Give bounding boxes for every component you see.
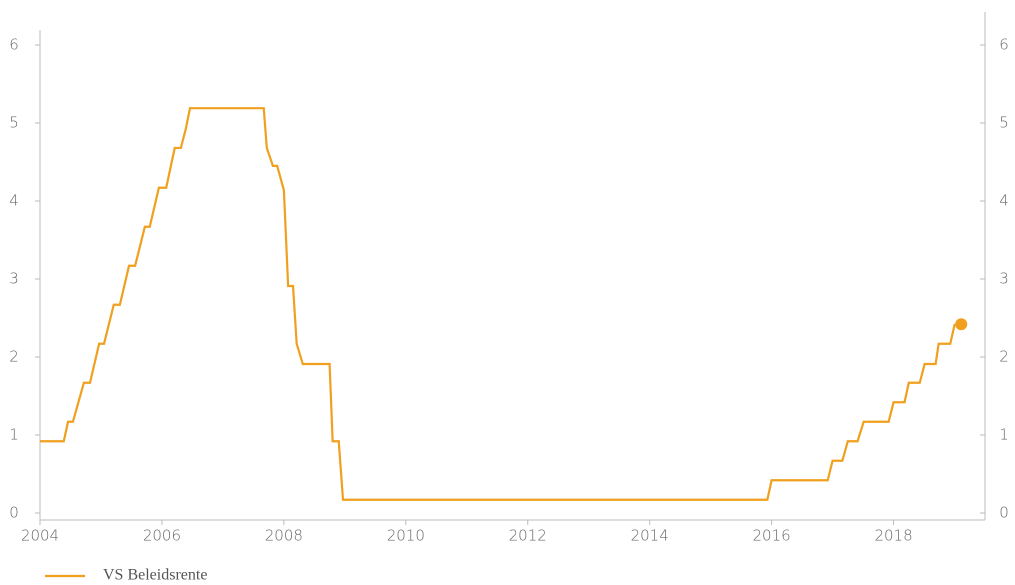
y2-tick-label: 3 <box>999 270 1009 288</box>
x-tick-label: 2006 <box>143 527 181 545</box>
x-tick-label: 2012 <box>509 527 547 545</box>
y-tick-label: 0 <box>9 504 19 522</box>
y-tick-label: 2 <box>9 348 19 366</box>
y-tick-label: 1 <box>9 426 19 444</box>
legend-label: VS Beleidsrente <box>103 567 207 584</box>
y2-tick-label: 4 <box>999 192 1009 210</box>
y2-tick-label: 1 <box>999 426 1009 444</box>
x-tick-label: 2014 <box>631 527 669 545</box>
line-series <box>40 107 962 501</box>
y-tick-label: 3 <box>9 270 19 288</box>
y2-tick-label: 2 <box>999 348 1009 366</box>
y2-tick-label: 5 <box>999 114 1009 132</box>
y2-tick-label: 6 <box>999 36 1009 54</box>
y-tick-label: 5 <box>9 114 19 132</box>
x-tick-label: 2008 <box>265 527 303 545</box>
x-tick-label: 2004 <box>21 527 59 545</box>
x-tick-label: 2010 <box>387 527 425 545</box>
x-tick-label: 2018 <box>874 527 912 545</box>
x-tick-label: 2016 <box>753 527 791 545</box>
y-tick-label: 6 <box>9 36 19 54</box>
y2-tick-label: 0 <box>999 504 1009 522</box>
y-tick-label: 4 <box>9 192 19 210</box>
end-marker <box>955 318 968 331</box>
